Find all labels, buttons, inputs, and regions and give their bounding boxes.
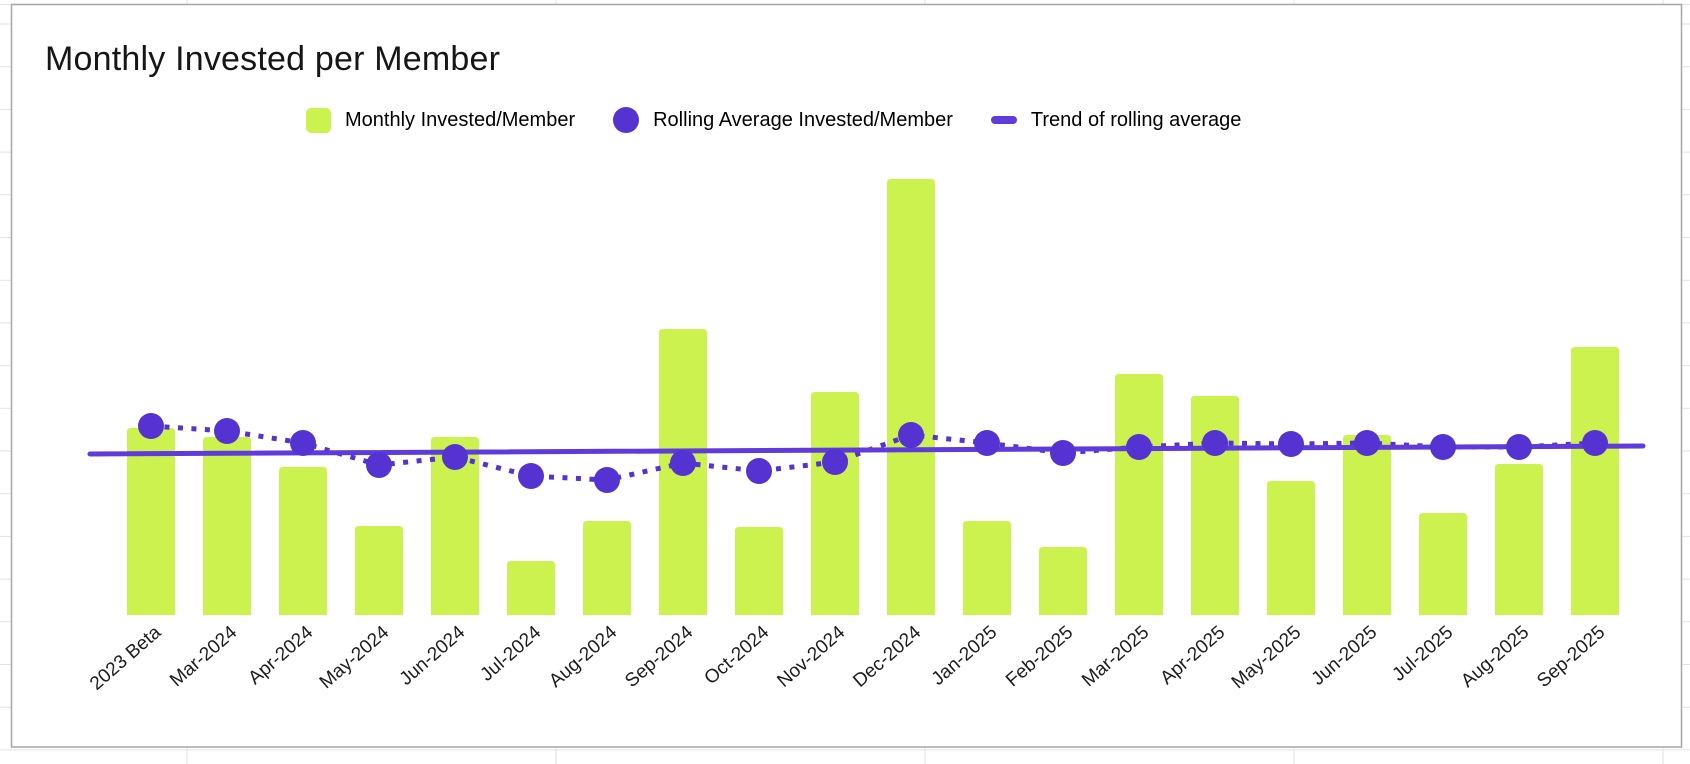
bar-jun-2025: [1343, 435, 1391, 615]
rolling-average-dot-dec-2024: [898, 422, 924, 448]
rolling-average-dot-jun-2024: [442, 444, 468, 470]
rolling-average-dot-aug-2025: [1506, 434, 1532, 460]
rolling-average-dot-feb-2025: [1050, 440, 1076, 466]
rolling-average-dot-jan-2025: [974, 430, 1000, 456]
bar-jan-2025: [963, 521, 1011, 615]
chart-frame: [10, 3, 1683, 748]
rolling-average-dot-sep-2024: [670, 450, 696, 476]
rolling-average-dot-may-2025: [1278, 431, 1304, 457]
bar-aug-2025: [1495, 464, 1543, 615]
legend-label: Monthly Invested/Member: [345, 108, 576, 131]
rolling-average-dot-may-2024: [366, 452, 392, 478]
bar-apr-2024: [279, 467, 327, 615]
bar-2023-beta: [127, 428, 175, 615]
bar-may-2025: [1267, 481, 1315, 615]
rolling-average-dot-apr-2025: [1202, 430, 1228, 456]
legend-item-rolling-average: Rolling Average Invested/Member: [613, 107, 953, 133]
legend-item-trend: Trend of rolling average: [990, 108, 1242, 132]
rolling-average-dot-oct-2024: [746, 458, 772, 484]
trendline-swatch-icon: [990, 116, 1017, 124]
bar-sep-2025: [1571, 347, 1619, 615]
bar-aug-2024: [583, 521, 631, 615]
bar-apr-2025: [1191, 396, 1239, 615]
rolling-average-dot-sep-2025: [1582, 430, 1608, 456]
bar-dec-2024: [887, 179, 935, 615]
bar-feb-2025: [1039, 547, 1087, 615]
rolling-average-dot-jul-2024: [518, 463, 544, 489]
legend-label: Trend of rolling average: [1030, 108, 1242, 131]
bar-jun-2024: [431, 437, 479, 615]
bar-oct-2024: [735, 527, 783, 615]
bar-jul-2025: [1419, 513, 1467, 615]
bar-nov-2024: [811, 392, 859, 615]
chart-title: Monthly Invested per Member: [45, 40, 501, 78]
legend-label: Rolling Average Invested/Member: [653, 108, 953, 131]
bar-mar-2024: [203, 437, 251, 615]
rolling-average-dot-mar-2024: [214, 418, 240, 444]
rolling-average-dot-aug-2024: [594, 467, 620, 493]
rolling-average-dot-nov-2024: [822, 449, 848, 475]
trendline: [87, 443, 1646, 457]
legend-item-monthly-invested: Monthly Invested/Member: [306, 107, 576, 133]
bar-series-swatch-icon: [306, 107, 331, 133]
point-series-swatch-icon: [613, 107, 640, 133]
rolling-average-dot-jun-2025: [1354, 430, 1380, 456]
rolling-average-dot-jul-2025: [1430, 434, 1456, 460]
bar-jul-2024: [507, 561, 555, 615]
rolling-average-dot-2023-beta: [138, 413, 164, 439]
chart-legend: Monthly Invested/Member Rolling Average …: [306, 107, 1241, 133]
bar-may-2024: [355, 526, 403, 615]
bar-mar-2025: [1115, 374, 1163, 615]
rolling-average-dot-apr-2024: [290, 430, 316, 456]
rolling-average-dot-mar-2025: [1126, 434, 1152, 460]
